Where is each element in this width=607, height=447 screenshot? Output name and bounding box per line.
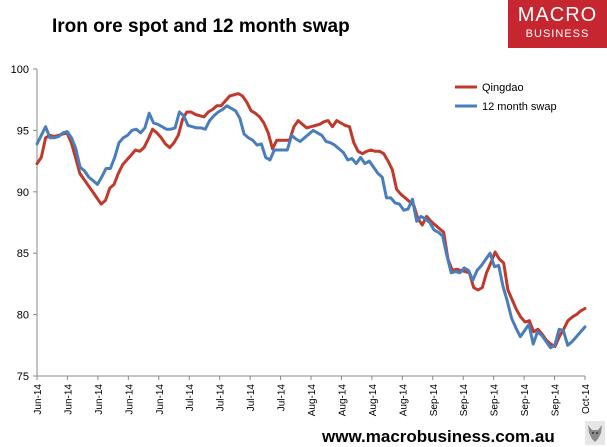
x-tick-label: Jun-14 xyxy=(94,384,105,415)
x-tick-label: Sep-14 xyxy=(520,384,531,417)
y-axis-ticks: 75 80 85 90 95 100 xyxy=(11,64,37,383)
x-tick-label: Jul-14 xyxy=(185,384,196,412)
logo-line-macro: MACRO xyxy=(517,4,598,26)
swap-line xyxy=(35,104,587,350)
x-tick-label: Sep-14 xyxy=(490,384,501,417)
footer-url: www.macrobusiness.com.au xyxy=(322,427,555,446)
brand-logo: MACRO BUSINESS xyxy=(508,0,607,48)
y-tick-label: 80 xyxy=(17,310,29,322)
qingdao-line xyxy=(35,92,587,348)
x-axis-ticks: Jun-14 Jun-14 Jun-14 Jun-14 Jun-14 Jul-14 Jul-… xyxy=(33,376,592,416)
y-tick-label: 100 xyxy=(11,64,29,76)
wolf-logo-icon xyxy=(585,421,605,445)
x-tick-label: Jul-14 xyxy=(246,384,257,412)
y-tick-label: 85 xyxy=(17,248,29,260)
x-tick-label: Jun-14 xyxy=(124,384,135,415)
y-tick-label: 90 xyxy=(17,187,29,199)
chart-title: Iron ore spot and 12 month swap xyxy=(52,16,350,37)
x-tick-label: Jun-14 xyxy=(63,384,74,415)
series-lines xyxy=(35,92,587,350)
logo-line-business: BUSINESS xyxy=(525,28,590,40)
x-tick-label: Sep-14 xyxy=(551,384,562,417)
x-tick-label: Sep-14 xyxy=(429,384,440,417)
x-tick-label: Jun-14 xyxy=(155,384,166,415)
chart-legend: Qingdao 12 month swap xyxy=(455,82,557,113)
y-tick-label: 95 xyxy=(17,125,29,137)
y-tick-label: 75 xyxy=(17,371,29,383)
chart-axes xyxy=(36,69,585,377)
x-tick-label: Oct-14 xyxy=(581,384,592,414)
legend-label-swap: 12 month swap xyxy=(482,101,557,113)
legend-label-qingdao: Qingdao xyxy=(482,82,524,94)
x-tick-label: Aug-14 xyxy=(337,384,348,417)
x-tick-label: Aug-14 xyxy=(398,384,409,417)
x-tick-label: Jul-14 xyxy=(277,384,288,412)
x-tick-label: Aug-14 xyxy=(307,384,318,417)
x-tick-label: Jun-14 xyxy=(33,384,44,415)
x-tick-label: Aug-14 xyxy=(368,384,379,417)
x-tick-label: Jul-14 xyxy=(216,384,227,412)
x-tick-label: Sep-14 xyxy=(459,384,470,417)
